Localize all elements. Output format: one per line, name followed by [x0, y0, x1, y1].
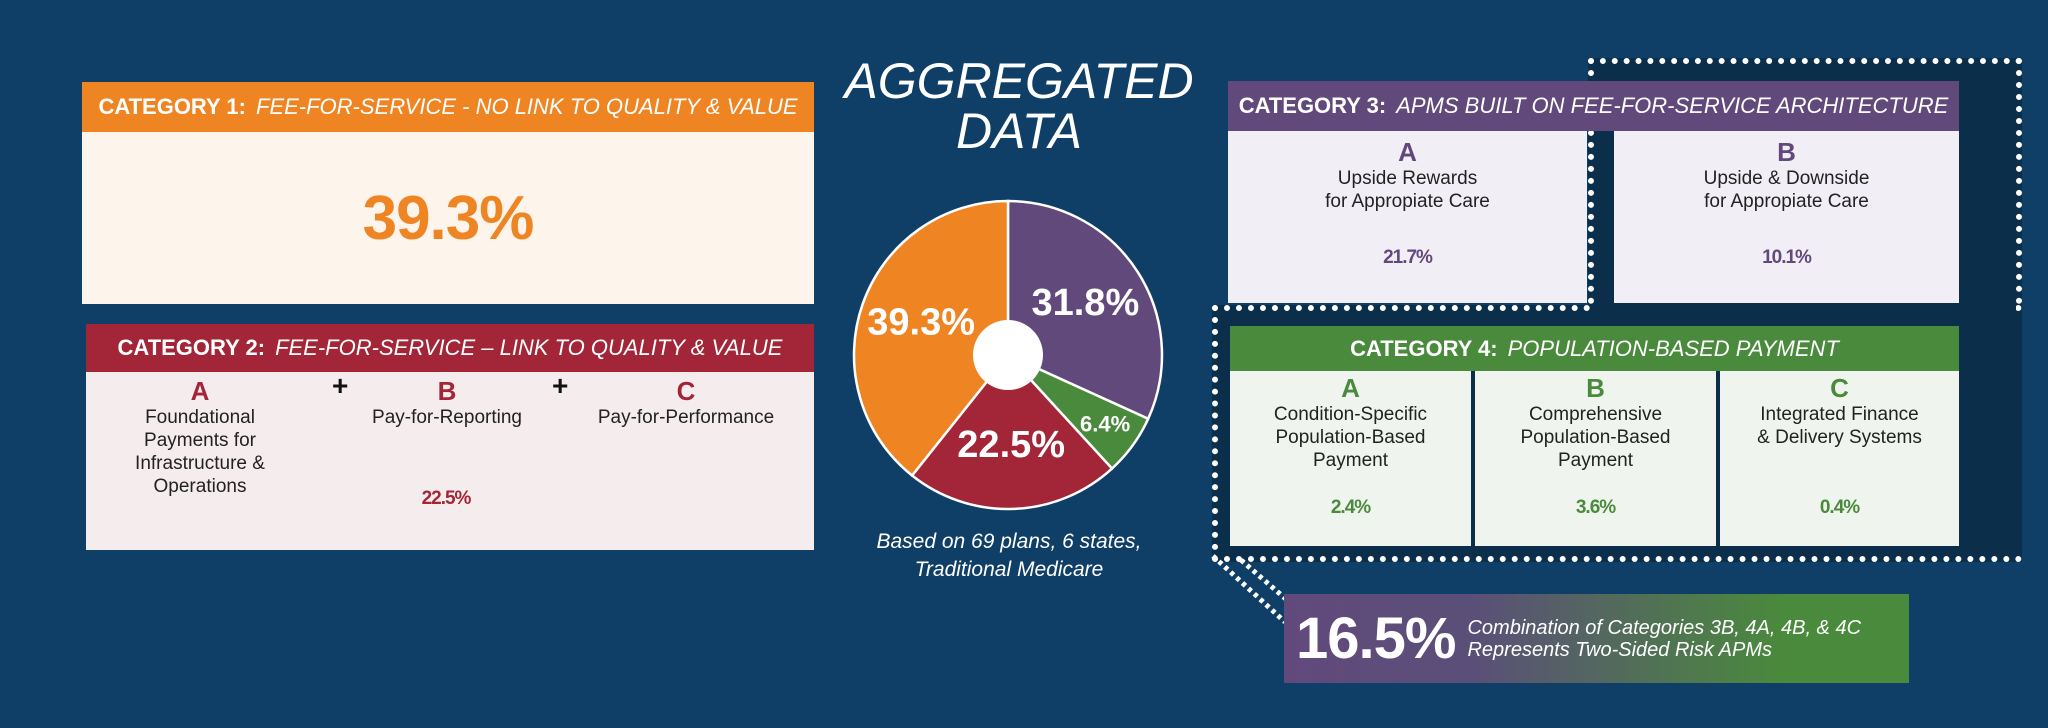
item-desc: B Upside & Downside for Appropiate Care — [1614, 137, 1959, 213]
category2-item-b: B Pay-for-Reporting — [352, 376, 542, 429]
letter: A — [1398, 137, 1417, 167]
two-sided-risk-callout: 16.5% Combination of Categories 3B, 4A, … — [1284, 594, 1909, 683]
category1-header: CATEGORY 1: FEE-FOR-SERVICE - NO LINK TO … — [82, 82, 814, 132]
item-text: Integrated Finance & Delivery Systems — [1757, 404, 1922, 448]
title-line: AGGREGATED — [844, 53, 1194, 109]
item-text: Pay-for-Performance — [597, 407, 775, 428]
letter: B — [1586, 373, 1605, 403]
category3-header: CATEGORY 3: APMS BUILT ON FEE-FOR-SERVICE… — [1228, 81, 1959, 131]
category3-item-a: A Upside Rewards for Appropiate Care 21.… — [1228, 131, 1587, 303]
item-desc: C Integrated Finance & Delivery Systems — [1720, 373, 1959, 449]
letter: B — [1777, 137, 1796, 167]
category2-item-a: A Foundational Payments for Infrastructu… — [90, 376, 310, 498]
letter: C — [676, 376, 696, 406]
item-text: Foundational Payments for Infrastructure… — [135, 407, 265, 497]
category4-header: CATEGORY 4: POPULATION-BASED PAYMENT — [1230, 326, 1959, 371]
item-text: Upside Rewards — [1337, 168, 1478, 189]
item-text: Condition-Specific Population-Based Paym… — [1273, 404, 1428, 471]
aggregated-title: AGGREGATED DATA — [839, 56, 1199, 156]
category3-label: CATEGORY 3: — [1238, 93, 1387, 118]
letter: B — [437, 376, 457, 406]
category3-title: APMS BUILT ON FEE-FOR-SERVICE ARCHITECTU… — [1396, 93, 1949, 118]
item-text: Comprehensive Population-Based Payment — [1520, 404, 1671, 471]
callout-value: 16.5% — [1296, 606, 1456, 671]
item-text: Upside & Downside — [1703, 168, 1870, 189]
category4-item-a: A Condition-Specific Population-Based Pa… — [1230, 371, 1471, 546]
item-text: for Appropiate Care — [1704, 191, 1869, 212]
pie-caption: Based on 69 plans, 6 states, Traditional… — [839, 528, 1179, 584]
category1-body: 39.3% — [82, 132, 814, 304]
item-desc: A Condition-Specific Population-Based Pa… — [1230, 373, 1471, 472]
item-text: for Appropiate Care — [1325, 191, 1490, 212]
category2-title: FEE-FOR-SERVICE – LINK TO QUALITY & VALU… — [275, 335, 783, 360]
pie-label: 39.3% — [867, 302, 975, 344]
pie-slice — [910, 353, 1114, 511]
pie-slice — [1006, 199, 1164, 421]
category4-title: POPULATION-BASED PAYMENT — [1507, 335, 1839, 361]
category3b-value: 10.1% — [1762, 247, 1812, 268]
pie-chart: 31.8% 6.4% 22.5% 39.3% — [852, 199, 1164, 511]
item-text: Pay-for-Reporting — [372, 407, 522, 428]
plus-sign: + — [332, 370, 349, 401]
category3a-value: 21.7% — [1383, 247, 1433, 268]
title-line: DATA — [956, 103, 1082, 159]
category4a-value: 2.4% — [1330, 497, 1371, 518]
letter: A — [190, 376, 210, 406]
callout-connector — [1211, 554, 1289, 624]
pie-label: 31.8% — [1031, 282, 1139, 324]
callout-line: Represents Two-Sided Risk APMs — [1467, 638, 1773, 661]
item-desc: A Upside Rewards for Appropiate Care — [1228, 137, 1587, 213]
category3-item-b: B Upside & Downside for Appropiate Care … — [1614, 131, 1959, 303]
category4b-value: 3.6% — [1575, 497, 1616, 518]
plus-sign: + — [552, 370, 569, 401]
category1-value: 39.3% — [362, 183, 535, 253]
callout-text: Combination of Categories 3B, 4A, 4B, & … — [1467, 617, 1861, 661]
category2-label: CATEGORY 2: — [117, 335, 266, 360]
letter: C — [1830, 373, 1849, 403]
category2-body: A Foundational Payments for Infrastructu… — [86, 372, 814, 550]
pie-label: 6.4% — [1080, 411, 1130, 436]
caption-line: Based on 69 plans, 6 states, — [876, 530, 1142, 553]
item-desc: B Comprehensive Population-Based Payment — [1475, 373, 1716, 472]
callout-line: Combination of Categories 3B, 4A, 4B, & … — [1467, 616, 1862, 639]
category4-item-c: C Integrated Finance & Delivery Systems … — [1720, 371, 1959, 546]
pie-slice — [852, 199, 1010, 478]
letter: A — [1341, 373, 1360, 403]
category2-value: 22.5% — [421, 488, 472, 509]
category4c-value: 0.4% — [1819, 497, 1860, 518]
category4-label: CATEGORY 4: — [1350, 335, 1498, 361]
category1-title: FEE-FOR-SERVICE - NO LINK TO QUALITY & V… — [255, 94, 798, 119]
category1-label: CATEGORY 1: — [98, 94, 246, 119]
pie-center-hole — [973, 320, 1043, 390]
category2-header: CATEGORY 2: FEE-FOR-SERVICE – LINK TO QUA… — [86, 324, 814, 372]
pie-label: 22.5% — [957, 424, 1065, 466]
caption-line: Traditional Medicare — [914, 558, 1104, 581]
category4-item-b: B Comprehensive Population-Based Payment… — [1475, 371, 1716, 546]
category2-item-c: C Pay-for-Performance — [576, 376, 796, 429]
